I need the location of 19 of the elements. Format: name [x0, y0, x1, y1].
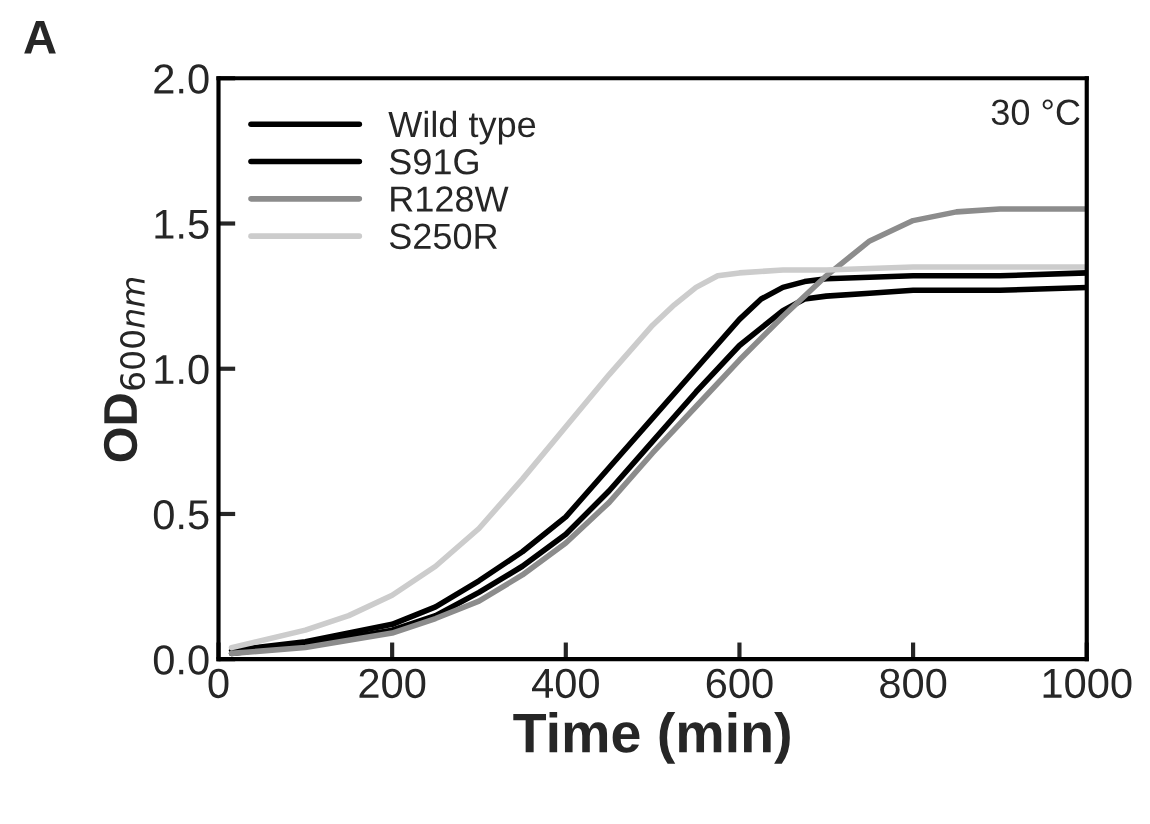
text: A — [24, 20, 56, 54]
y-tick-label: 1.0 — [155, 354, 209, 385]
annotation: 30 °C — [991, 99, 1080, 126]
x-tick-label: 0 — [208, 668, 229, 699]
x-tick-label: 600 — [706, 668, 773, 699]
legend-label: R128W — [391, 186, 509, 212]
x-tick-label: 800 — [880, 668, 947, 699]
y-tick-label: 2.0 — [154, 64, 209, 94]
y-axis-title: OD$_{600nm}$ — [103, 277, 146, 462]
x-tick-label: 400 — [532, 668, 599, 699]
x-tick-label: 200 — [359, 668, 426, 699]
x-tick-label: 1000 — [1043, 668, 1132, 699]
x-axis-title: Time (min) — [513, 711, 790, 764]
legend-label: S250R — [389, 223, 497, 250]
y-tick-label: 1.5 — [155, 209, 209, 240]
legend-label: Wild type — [388, 110, 536, 145]
y-tick-label: 0.0 — [153, 645, 209, 675]
y-tick-label: 0.5 — [153, 499, 209, 530]
legend-label: S91G — [389, 149, 478, 175]
